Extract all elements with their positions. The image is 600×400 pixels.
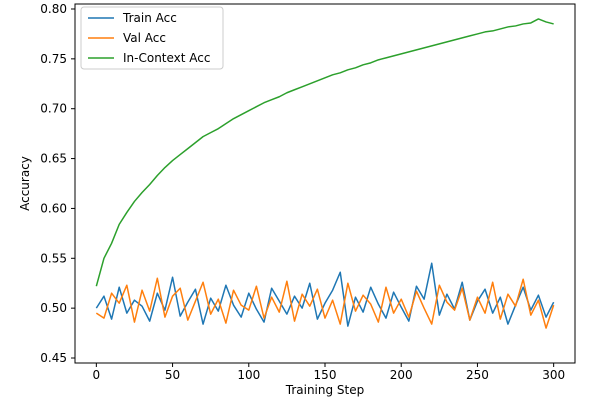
series-line-in-context-acc <box>95 18 554 287</box>
x-tick-label-50: 50 <box>165 368 180 382</box>
legend-label-in-context-acc: In-Context Acc <box>123 51 211 65</box>
x-tick-label-150: 150 <box>314 368 337 382</box>
y-tick-label-4: 0.65 <box>40 152 67 166</box>
x-tick-label-200: 200 <box>390 368 413 382</box>
x-tick-label-100: 100 <box>237 368 260 382</box>
legend-label-train-acc: Train Acc <box>122 11 177 25</box>
y-tick-label-7: 0.80 <box>40 2 67 16</box>
y-tick-label-6: 0.75 <box>40 52 67 66</box>
x-tick-label-300: 300 <box>542 368 565 382</box>
x-tick-label-0: 0 <box>93 368 101 382</box>
y-tick-label-2: 0.55 <box>40 251 67 265</box>
y-tick-label-0: 0.45 <box>40 351 67 365</box>
series-line-train-acc <box>95 262 555 327</box>
y-tick-label-1: 0.50 <box>40 301 67 315</box>
x-tick-label-250: 250 <box>466 368 489 382</box>
series-layer <box>95 18 555 329</box>
y-axis-label: Accuracy <box>18 156 32 211</box>
y-tick-label-3: 0.60 <box>40 201 67 215</box>
y-axis: 0.45 0.50 0.55 0.60 0.65 0.70 0.75 0.80 <box>40 2 75 365</box>
y-tick-label-5: 0.70 <box>40 102 67 116</box>
legend-box <box>80 6 224 70</box>
legend: Train Acc Val Acc In-Context Acc <box>80 6 224 70</box>
x-axis-label: Training Step <box>285 383 365 397</box>
series-line-val-acc <box>95 277 555 329</box>
legend-label-val-acc: Val Acc <box>123 31 166 45</box>
x-axis: 0 50 100 150 200 250 300 <box>93 363 565 382</box>
